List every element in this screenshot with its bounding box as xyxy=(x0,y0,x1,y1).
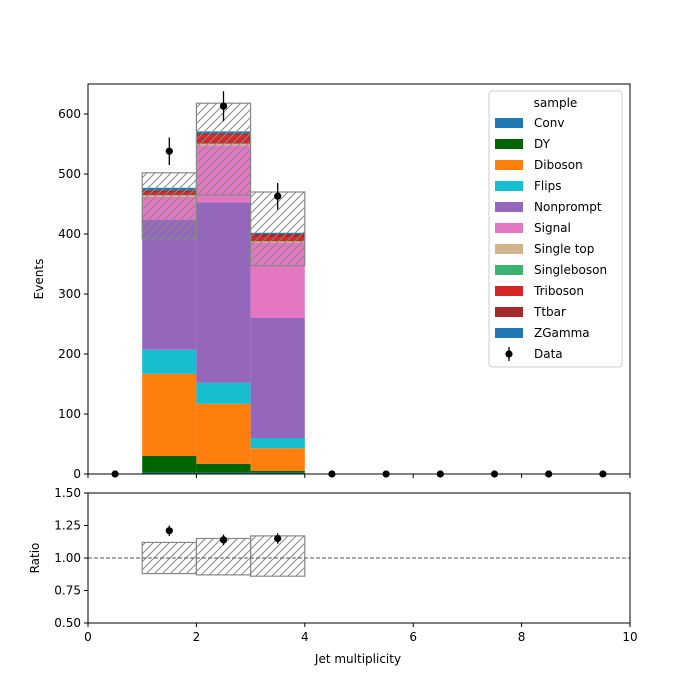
ratio-panel: 0.50 0.75 1.00 1.25 1.50 0 2 4 6 8 10 xyxy=(54,486,637,644)
legend-data-marker xyxy=(505,350,513,358)
main-y-tick-label-0: 0 xyxy=(73,467,81,481)
main-y-axis-label: Events xyxy=(32,259,46,300)
stack-bar-flips-bin-2 xyxy=(196,382,251,404)
data-point-1 xyxy=(165,147,173,155)
main-y-tick-label-400: 400 xyxy=(58,227,81,241)
legend-label-singleboson: Singleboson xyxy=(534,263,607,277)
ratio-point-0 xyxy=(165,527,173,535)
ratio-y-tick-label-2: 1.00 xyxy=(54,551,81,565)
stack-bar-conv-bin-2 xyxy=(196,472,251,474)
legend-label-data: Data xyxy=(534,347,563,361)
stack-bar-diboson-bin-2 xyxy=(196,403,251,464)
legend-swatch-single-top xyxy=(495,244,523,254)
x-tick-label-4: 4 xyxy=(301,630,309,644)
ratio-point-1 xyxy=(219,536,228,544)
legend-label-flips: Flips xyxy=(534,179,561,193)
stack-bar-flips-bin-1 xyxy=(142,349,197,374)
main-plot-frame xyxy=(87,83,631,475)
legend-label-ttbar: Ttbar xyxy=(533,305,566,319)
stack-bar-diboson-bin-1 xyxy=(142,373,197,456)
stack-bar-dy-bin-1 xyxy=(142,456,197,473)
x-axis-label: Jet multiplicity xyxy=(314,652,401,666)
stack-bar-conv-bin-1 xyxy=(142,472,197,474)
legend-label-diboson: Diboson xyxy=(534,158,583,172)
legend-label-dy: DY xyxy=(534,137,551,151)
stack-bar-dy-bin-2 xyxy=(196,463,251,473)
main-y-tick-label-500: 500 xyxy=(58,167,81,181)
legend: sample Conv DY Diboson Flips Nonprompt Signal S… xyxy=(488,90,623,368)
ratio-y-tick-label-4: 1.50 xyxy=(54,486,81,500)
stack-bar-nonprompt-bin-2 xyxy=(196,202,251,383)
legend-swatch-dy xyxy=(495,139,523,149)
legend-swatch-zgamma xyxy=(495,328,523,338)
data-point-2 xyxy=(219,102,228,110)
legend-swatch-singleboson xyxy=(495,265,523,275)
ratio-y-tick-label-1: 0.75 xyxy=(54,584,81,598)
ratio-point-2 xyxy=(274,534,282,543)
data-point-3 xyxy=(274,192,282,200)
legend-swatch-nonprompt xyxy=(495,202,523,212)
x-tick-label-8: 8 xyxy=(518,630,526,644)
ratio-uncertainty-band-bin-3 xyxy=(250,535,306,577)
main-y-tick-label-100: 100 xyxy=(58,407,81,421)
legend-title: sample xyxy=(534,96,578,110)
legend-label-conv: Conv xyxy=(534,116,564,130)
stack-bar-conv-bin-3 xyxy=(250,472,305,474)
legend-swatch-diboson xyxy=(495,160,523,170)
legend-label-signal: Signal xyxy=(534,221,571,235)
main-panel: 0 100 200 300 400 500 600 xyxy=(58,83,631,481)
x-tick-label-10: 10 xyxy=(622,630,637,644)
stack-bar-flips-bin-3 xyxy=(250,438,305,449)
stack-bar-dy-bin-3 xyxy=(250,471,305,473)
x-tick-label-2: 2 xyxy=(193,630,201,644)
ratio-y-tick-label-3: 1.25 xyxy=(54,519,81,533)
legend-label-single-top: Single top xyxy=(534,242,594,256)
x-tick-label-0: 0 xyxy=(84,630,92,644)
ratio-y-axis-label: Ratio xyxy=(28,543,42,574)
legend-swatch-triboson xyxy=(495,286,523,296)
legend-swatch-conv xyxy=(495,118,523,128)
legend-swatch-signal xyxy=(495,223,523,233)
legend-label-zgamma: ZGamma xyxy=(534,326,590,340)
legend-swatch-flips xyxy=(495,181,523,191)
main-y-tick-label-200: 200 xyxy=(58,347,81,361)
stack-bar-diboson-bin-3 xyxy=(250,448,305,471)
stack-bar-nonprompt-bin-3 xyxy=(250,318,305,438)
uncertainty-band-bin-1 xyxy=(141,172,197,240)
x-tick-label-6: 6 xyxy=(409,630,417,644)
stack-bar-nonprompt-bin-1 xyxy=(142,219,197,350)
main-y-tick-label-600: 600 xyxy=(58,107,81,121)
legend-label-nonprompt: Nonprompt xyxy=(534,200,602,214)
ratio-y-tick-label-0: 0.50 xyxy=(54,616,81,630)
main-y-tick-label-300: 300 xyxy=(58,287,81,301)
legend-label-triboson: Triboson xyxy=(533,284,584,298)
legend-swatch-ttbar xyxy=(495,307,523,317)
